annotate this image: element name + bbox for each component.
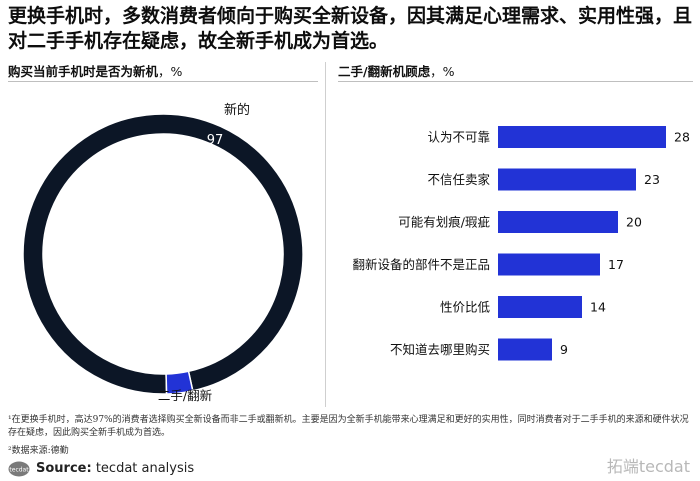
data-source-note: ²数据来源:德勤 <box>8 446 69 456</box>
donut-slice-label-used: 二手/翻新 <box>158 388 212 403</box>
right-panel-unit: ，% <box>430 64 455 79</box>
donut-chart: 新的 97 3 二手/翻新 <box>22 102 304 403</box>
bar <box>498 296 582 318</box>
tecdat-logo: tecdat <box>8 461 30 477</box>
bar-category-label: 认为不可靠 <box>427 130 490 145</box>
source-text: tecdat analysis <box>91 461 195 476</box>
bar-category-label: 不信任卖家 <box>427 172 490 187</box>
left-panel-title-text: 购买当前手机时是否为新机 <box>8 64 159 79</box>
bar-value-label: 20 <box>626 215 642 230</box>
bar <box>498 338 552 361</box>
panel-divider <box>325 62 326 407</box>
donut-slice-value-used: 3 <box>177 354 185 368</box>
bar-category-label: 不知道去哪里购买 <box>390 342 490 357</box>
bar <box>498 211 618 233</box>
bar-value-label: 14 <box>590 300 606 315</box>
left-panel-unit: ，% <box>158 64 183 79</box>
bar <box>498 168 636 191</box>
footnote: ¹在更换手机时，高达97%的消费者选择购买全新设备而非二手或翻新机。主要是因为全… <box>8 415 689 438</box>
headline: 更换手机时，多数消费者倾向于购买全新设备，因其满足心理需求、实用性强，且对二手手… <box>8 5 693 52</box>
left-panel-title: 购买当前手机时是否为新机，% <box>8 61 182 80</box>
bar <box>498 253 600 276</box>
bar-category-label: 可能有划痕/瑕疵 <box>398 215 490 230</box>
tecdat-logo-text: tecdat <box>9 467 29 474</box>
bar-value-label: 17 <box>608 257 624 272</box>
bar-category-label: 性价比低 <box>440 300 491 315</box>
donut-slice-value-new: 97 <box>207 133 224 148</box>
donut-slice-used <box>165 370 194 395</box>
source-label: Source: <box>36 461 92 476</box>
right-panel-title: 二手/翻新机顾虑，% <box>338 61 454 80</box>
bar-category-label: 翻新设备的部件不是正品 <box>352 257 490 272</box>
bar-chart: 认为不可靠 28 不信任卖家 23 可能有划痕/瑕疵 20 翻新设备的部件不是正品 17 性价比… <box>352 126 690 361</box>
right-panel-title-text: 二手/翻新机顾虑 <box>338 64 431 79</box>
bar-value-label: 28 <box>674 130 690 145</box>
source-line: Source: tecdat analysis <box>36 461 194 476</box>
right-panel-rule <box>338 81 693 82</box>
bar-value-label: 23 <box>644 172 660 187</box>
left-panel-rule <box>8 81 318 82</box>
bar-value-label: 9 <box>560 342 568 357</box>
donut-slice-new <box>22 113 304 395</box>
donut-slice-label-new: 新的 <box>224 102 250 118</box>
watermark: 拓端tecdat <box>606 457 690 476</box>
bar <box>498 126 666 148</box>
